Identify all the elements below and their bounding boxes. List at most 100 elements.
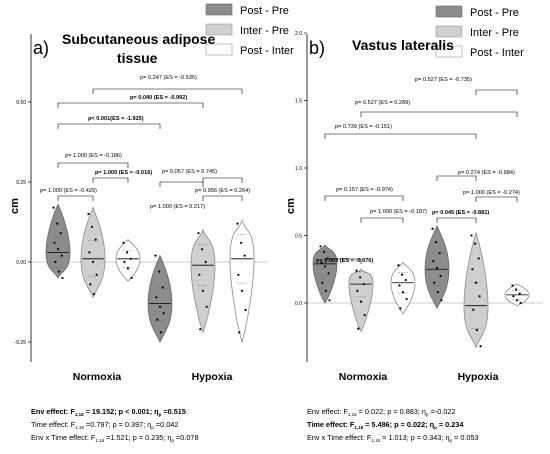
comparison-bracket <box>57 162 129 168</box>
panel-a-title-line2: tissue <box>117 50 158 66</box>
panel-b-stat-env: Env effect: F1,18 = 0.022; p = 0.883; ηp… <box>307 407 456 417</box>
panel-b-letter: b) <box>309 38 325 58</box>
comparison-bracket <box>360 111 518 117</box>
data-point <box>474 281 478 284</box>
data-point <box>401 291 405 294</box>
data-point <box>53 241 56 244</box>
data-point <box>205 305 208 308</box>
data-point <box>95 273 98 276</box>
data-point <box>328 299 331 302</box>
data-point <box>398 284 401 287</box>
comparison-bracket <box>324 258 362 264</box>
data-point <box>238 331 241 334</box>
panel-a-plot: 0.50 0.25 0.00 -0.25 p= 0.247 (ES = -0.535) p… <box>15 34 268 362</box>
data-point <box>479 345 482 348</box>
comparison-bracket <box>57 195 94 201</box>
data-point <box>435 241 438 244</box>
legend: Post - Pre Inter - Pre Post - Inter Post… <box>205 3 524 59</box>
y-tick-label: -0.25 <box>15 340 27 346</box>
panel-b-stat-time: Time effect: F1,18 = 5.486; p = 0.022; η… <box>307 420 464 430</box>
violin <box>463 231 489 349</box>
comparison-bracket <box>475 89 518 95</box>
panel-a-stats: Env effect: F1,18 = 19.152; p < 0.001; η… <box>31 407 199 443</box>
data-point <box>431 227 434 230</box>
data-point <box>61 276 64 280</box>
violin <box>348 268 374 333</box>
legend-label-inter-pre: Inter - Pre <box>240 25 289 37</box>
comparison-bracket <box>202 177 243 183</box>
comparison-label: p= 0.527 (ES = 0.289) <box>355 100 410 106</box>
data-point <box>91 225 94 228</box>
data-point <box>126 251 129 254</box>
data-point <box>320 261 323 264</box>
data-point <box>472 308 475 311</box>
data-point <box>126 267 130 270</box>
data-point <box>237 273 240 276</box>
panel-a-category-normoxia: Normoxia <box>73 371 122 383</box>
data-point <box>436 291 439 294</box>
data-point <box>59 232 62 235</box>
y-tick-label: 0.0 <box>295 301 302 307</box>
comparison-label: p= 0.247 (ES = -0.535) <box>140 75 197 81</box>
data-point <box>56 248 60 251</box>
data-point <box>327 272 330 275</box>
legend-label-post-pre-b: Post - Pre <box>470 7 519 19</box>
data-point <box>405 297 408 301</box>
comparison-bracket <box>436 175 477 181</box>
y-tick-label: 1.0 <box>295 166 302 172</box>
data-point <box>356 289 359 292</box>
data-point <box>512 295 515 298</box>
comparison-label: p= 0.956 (ES = 0.264) <box>195 188 250 194</box>
legend-label-post-inter: Post - Inter <box>240 45 294 57</box>
violin <box>147 254 173 344</box>
data-point <box>54 260 57 264</box>
comparison-label: p= 0.527 (ES = -0.735) <box>415 77 472 83</box>
data-point <box>129 257 132 260</box>
data-point <box>94 238 97 241</box>
data-point <box>236 222 239 225</box>
panel-b-stats: Env effect: F1,18 = 0.022; p = 0.883; ηp… <box>307 407 479 443</box>
violin <box>80 206 106 299</box>
data-point <box>91 260 95 264</box>
data-point <box>511 284 514 287</box>
comparison-label: p= 1.000 (ES = -0.186) <box>65 153 122 159</box>
comparison-label: p= 1.000 (ES = 0.217) <box>150 204 205 210</box>
panel-b-ylabel: cm <box>285 198 297 214</box>
comparison-label: p= 1.000 (ES = -0.187) <box>370 209 427 215</box>
comparison-label: p= 1.000 (ES = -0.016) <box>95 170 152 176</box>
data-point <box>475 328 478 332</box>
data-point <box>198 273 201 276</box>
violin <box>229 218 255 344</box>
data-point <box>52 206 55 209</box>
data-point <box>57 270 61 273</box>
panel-b-plot: 2.0 1.5 1.0 0.5 0.0 p= 0.527 (ES = -0.735) p= … <box>295 31 543 362</box>
data-point <box>519 301 522 305</box>
data-point <box>518 292 521 295</box>
comparison-bracket <box>360 217 404 223</box>
panel-b-title: Vastus lateralis <box>352 37 454 53</box>
panel-a-stat-interaction: Env x Time effect: F1,18 =1.521; p = 0.2… <box>31 433 199 443</box>
data-point <box>319 245 322 248</box>
comparison-bracket <box>475 196 518 202</box>
comparison-bracket <box>159 181 204 187</box>
data-point <box>471 268 474 271</box>
data-point <box>435 266 439 269</box>
data-point <box>161 286 164 289</box>
panel-a-category-hypoxia: Hypoxia <box>192 371 233 383</box>
data-point <box>158 305 162 308</box>
data-point <box>440 299 443 302</box>
data-point <box>363 314 366 317</box>
comparison-label: p= 0.003 (ES = -0.976) <box>316 258 373 264</box>
comparison-bracket <box>324 195 404 201</box>
legend-swatch-post-inter <box>205 43 233 56</box>
data-point <box>433 281 436 284</box>
comparison-label: p= 0.157 (ES = -0.974) <box>336 187 393 193</box>
panel-a-letter: a) <box>33 38 49 58</box>
comparison-label: p= 1.000 (ES = -0.274) <box>463 190 520 196</box>
data-point <box>515 299 519 302</box>
data-point <box>87 212 90 216</box>
data-point <box>323 265 327 268</box>
panel-b-category-normoxia: Normoxia <box>339 371 388 383</box>
panel-a-title-line1: Subcutaneous adipose <box>62 31 215 47</box>
